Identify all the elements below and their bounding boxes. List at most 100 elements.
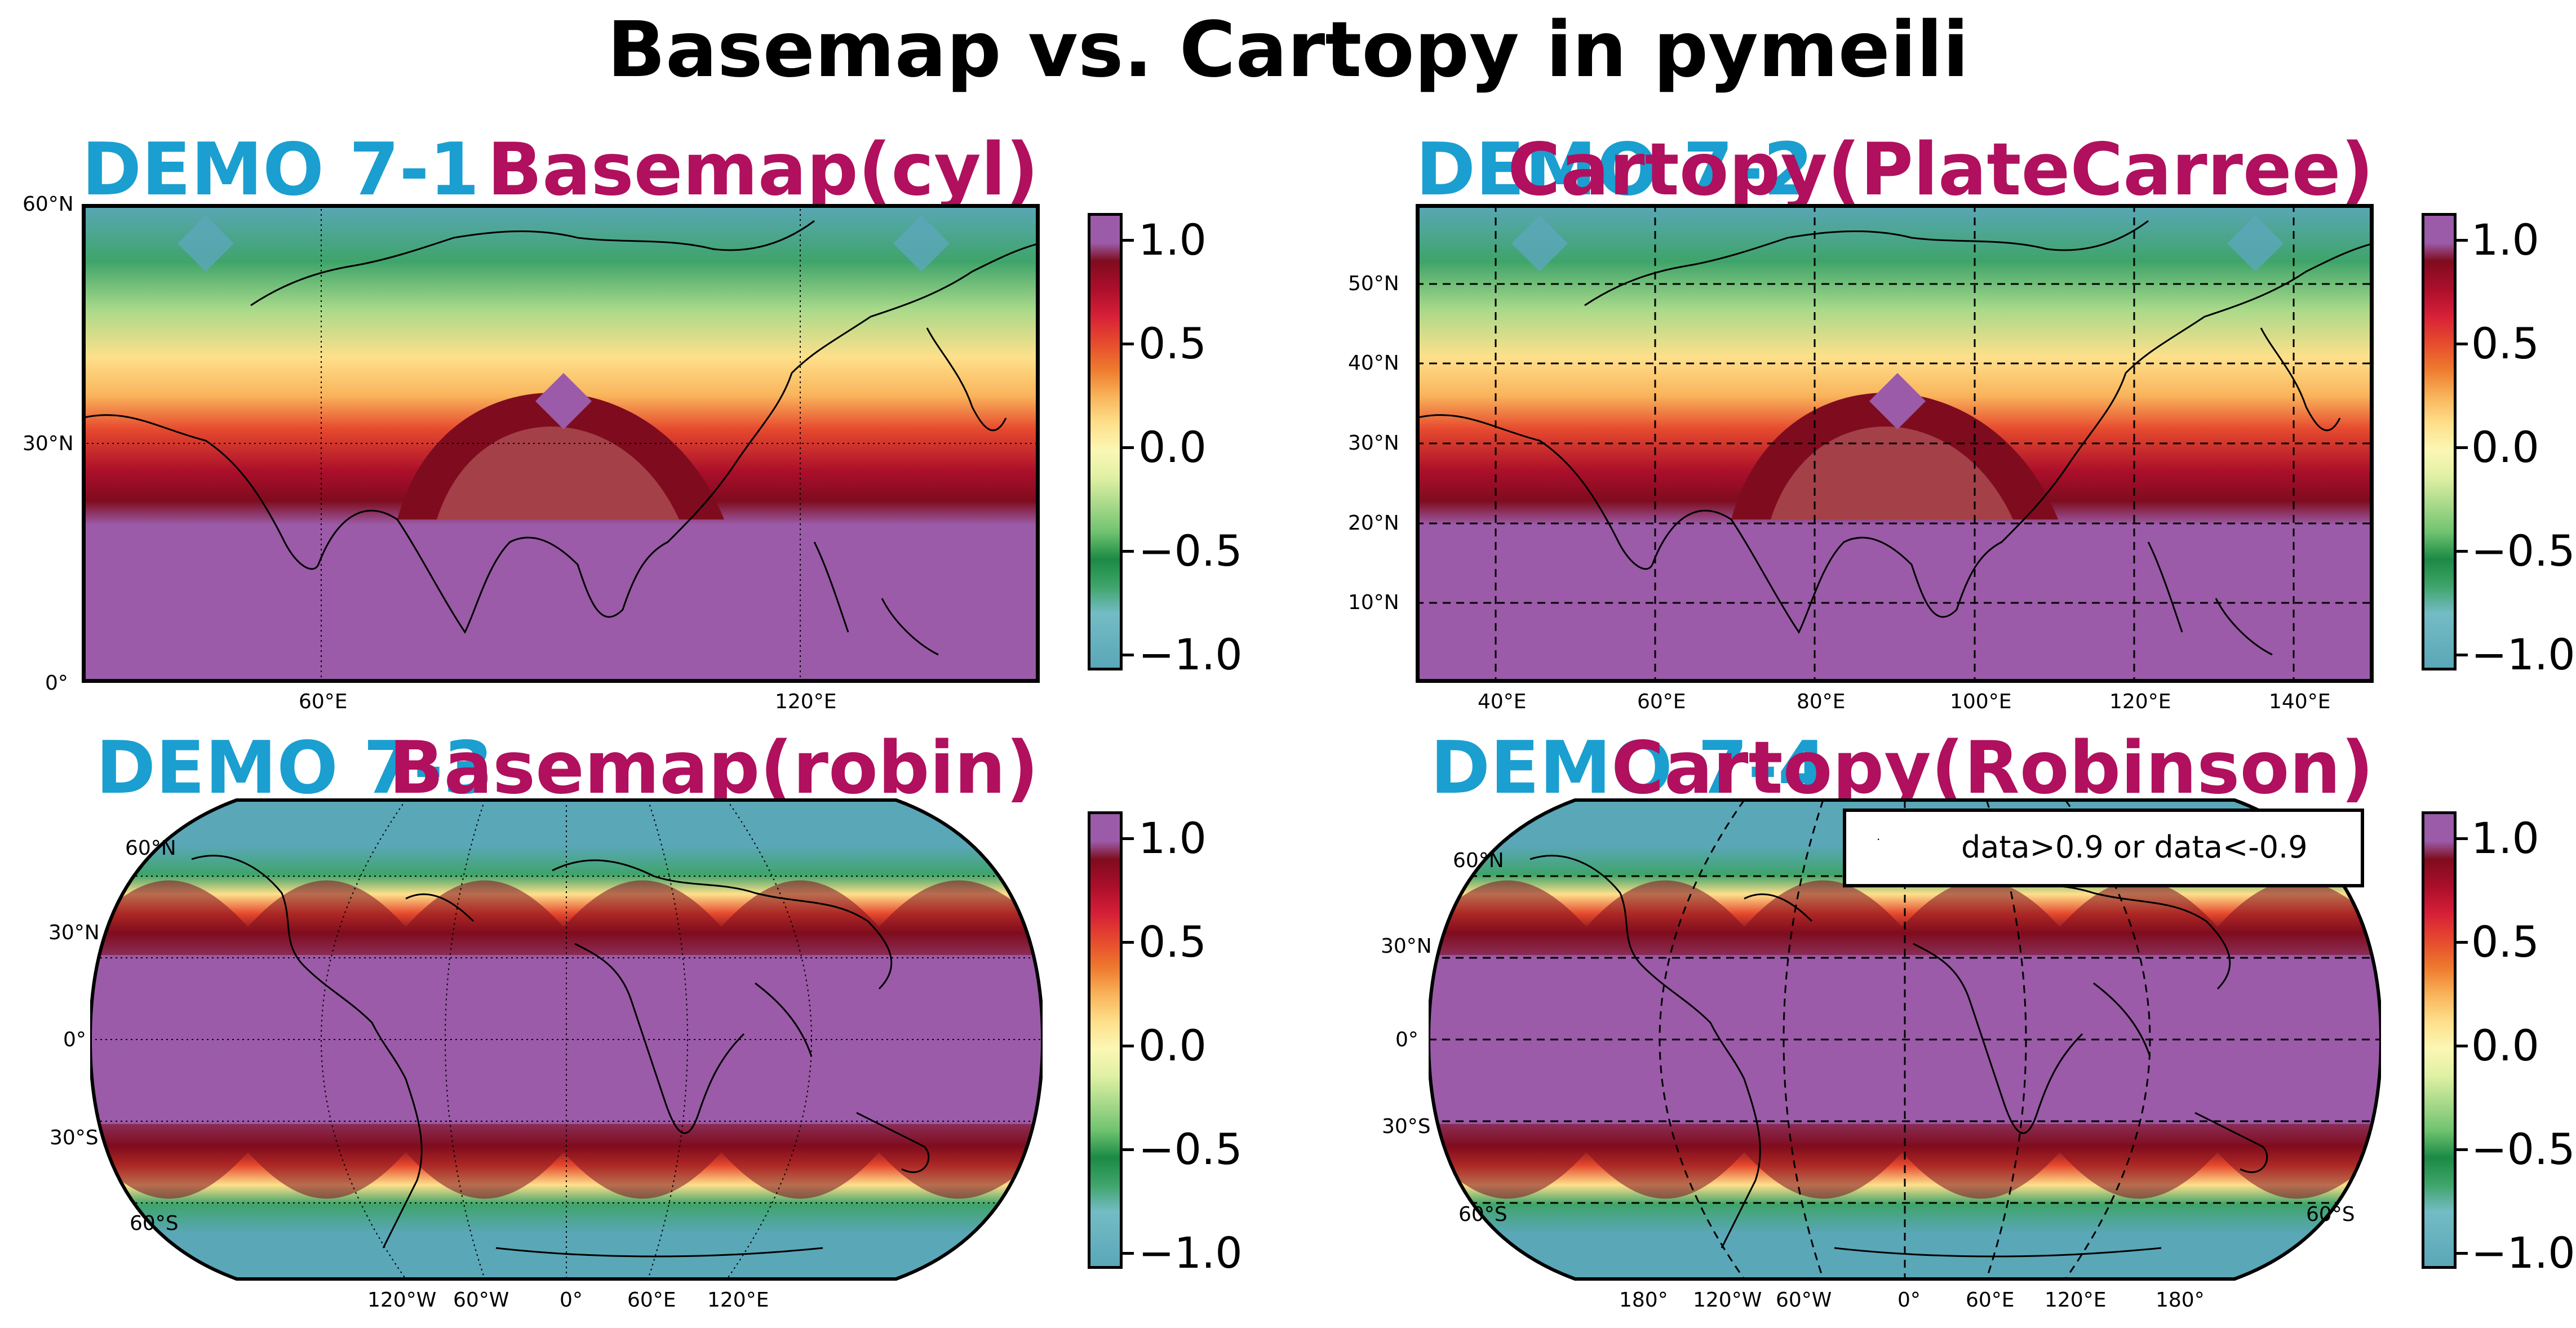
panel-3-grid-lon-60w	[445, 800, 485, 1279]
panel-2-colorbar-label: 0.5	[2471, 318, 2539, 368]
panel-2-lon-label: 80°E	[1797, 690, 1846, 713]
panel-2-colorbar-tick	[2457, 239, 2468, 242]
panel-3-colorbar-label: −0.5	[1138, 1124, 1243, 1174]
panel-4-lat-label: 60°N	[1453, 849, 1504, 872]
panel-2-lon-label: 120°E	[2109, 690, 2171, 713]
panel-4-map	[1429, 798, 2381, 1281]
panel-2-lon-label: 100°E	[1950, 690, 2012, 713]
panel-2-diamond-max	[1869, 373, 1926, 429]
panel-2-colorbar-tick	[2457, 343, 2468, 345]
panel-4-outline	[1429, 798, 2381, 1281]
panel-3-colorbar-label: −1.0	[1138, 1228, 1243, 1278]
panel-2-lat-label: 20°N	[1348, 512, 1399, 535]
panel-1-colorbar-tick	[1123, 654, 1134, 656]
panel-1-subtitle: Basemap(cyl)	[487, 128, 1039, 212]
panel-1-lat-label: 30°N	[23, 432, 74, 455]
panel-1-colorbar-label: 0.0	[1138, 422, 1207, 472]
panel-2-lat-label: 30°N	[1348, 432, 1399, 455]
panel-1-coastlines	[82, 220, 1040, 656]
panel-4-subtitle: Cartopy(Robinson)	[1611, 726, 2374, 810]
panel-1-lat-label: 0°	[45, 672, 68, 695]
panel-4-legend	[1843, 809, 2364, 887]
panel-3-subtitle: Basemap(robin)	[389, 726, 1039, 810]
panel-2-demo-label: DEMO 7-2	[1416, 128, 1814, 212]
panel-3-lat-label: 30°N	[48, 921, 100, 944]
panel-1-colorbar-label: −1.0	[1138, 629, 1243, 679]
panel-3-grid-lon-120e	[726, 800, 812, 1279]
panel-2-colorbar-label: 0.0	[2471, 422, 2539, 472]
panel-3-colorbar-label: 0.0	[1138, 1020, 1207, 1071]
panel-3-lon-label: 60°E	[627, 1289, 676, 1312]
panel-4-demo-label: DEMO 7-4	[1430, 726, 1828, 810]
panel-4-colorbar-tick	[2457, 1252, 2468, 1255]
panel-4-lon-label: 0°	[1897, 1289, 1921, 1312]
panel-3-demo-label: DEMO 7-3	[96, 726, 494, 810]
panel-4-grid-lon-120w	[1659, 800, 1745, 1279]
panel-4-south-wave	[1429, 1124, 2381, 1199]
panel-2-colorbar-tick	[2457, 446, 2468, 449]
panel-2-jet-core	[1771, 427, 2013, 519]
panel-3-graticule	[90, 800, 1043, 1279]
panel-3-colorbar-tick	[1123, 1148, 1134, 1151]
panel-4-colorbar-tick	[2457, 837, 2468, 840]
panel-3-lat-label: 60°N	[125, 837, 176, 860]
panel-2-frame	[1416, 204, 2374, 683]
panel-1-colorbar-tick	[1123, 343, 1134, 345]
panel-1-demo-label: DEMO 7-1	[82, 128, 480, 212]
panel-4-legend-label: data>0.9 or data<-0.9	[1961, 829, 2308, 865]
panel-1-frame	[82, 204, 1040, 683]
panel-4-lon-label: 60°E	[1966, 1289, 2015, 1312]
panel-3-colorbar-label: 0.5	[1138, 917, 1207, 967]
panel-4-colorbar-label: −1.0	[2471, 1228, 2575, 1278]
panel-4-lon-label: 120°E	[2045, 1289, 2107, 1312]
panel-1-lon-label: 120°E	[775, 690, 837, 713]
panel-3-map	[90, 798, 1043, 1281]
panel-2-gridlines	[1416, 204, 2374, 683]
panel-3-north-wave	[90, 880, 1043, 955]
panel-3-lon-label: 60°W	[453, 1289, 509, 1312]
panel-4-colorbar-tick	[2457, 941, 2468, 944]
panel-1-colorbar-tick	[1123, 446, 1134, 449]
panel-4-lat-label: 30°N	[1381, 935, 1432, 958]
panel-2-lat-label: 50°N	[1348, 272, 1399, 295]
panel-4-north-wave	[1429, 880, 2381, 955]
panel-3-lat-label: 0°	[63, 1028, 86, 1051]
panel-3-lat-label: 30°S	[50, 1126, 99, 1149]
panel-4-coastlines	[1529, 855, 2268, 1258]
panel-4-colorbar-tick	[2457, 1148, 2468, 1151]
panel-1-diamond-min-right	[893, 215, 950, 272]
panel-4-colorbar	[2422, 811, 2457, 1269]
panel-1-diamond-min-left	[178, 215, 234, 272]
panel-3-colorbar	[1088, 811, 1123, 1269]
panel-1-diamond-max	[535, 373, 592, 429]
panel-3-south-wave	[90, 1124, 1043, 1199]
panel-1-jet-core	[437, 427, 679, 519]
panel-1-lon-label: 60°E	[299, 690, 348, 713]
panel-3-colorbar-tick	[1123, 1252, 1134, 1255]
panel-4-lat-label: 0°	[1395, 1028, 1418, 1051]
panel-2-diamond-min-right	[2227, 215, 2284, 272]
panel-4-lat-label: 30°S	[1382, 1115, 1431, 1138]
panel-3-lon-label: 0°	[560, 1289, 583, 1312]
panel-2-lon-label: 60°E	[1637, 690, 1686, 713]
panel-2-lon-label: 140°E	[2269, 690, 2331, 713]
panel-2-map	[1416, 204, 2374, 683]
panel-2-lat-label: 40°N	[1348, 352, 1399, 375]
panel-4-colorbar-tick	[2457, 1045, 2468, 1047]
panel-2-colorbar-label: −0.5	[2471, 526, 2575, 576]
panel-3-grid-lon-120w	[321, 800, 406, 1279]
panel-1-colorbar-tick	[1123, 239, 1134, 242]
panel-4-colorbar-label: 1.0	[2471, 813, 2539, 863]
panel-3-colorbar-label: 1.0	[1138, 813, 1207, 863]
panel-2-colorbar-tick	[2457, 654, 2468, 656]
panel-4-lon-label: 180°	[1619, 1289, 1668, 1312]
panel-2-coastlines	[1416, 220, 2374, 656]
panel-4-colorbar-label: 0.5	[2471, 917, 2539, 967]
panel-1-colorbar-label: −0.5	[1138, 526, 1243, 576]
panel-2-lon-label: 40°E	[1478, 690, 1527, 713]
panel-1-colorbar-tick	[1123, 550, 1134, 553]
panel-1-lat-label: 60°N	[23, 193, 74, 216]
panel-4-lon-label: 120°W	[1693, 1289, 1762, 1312]
panel-2-colorbar-label: 1.0	[2471, 215, 2539, 265]
panel-2-diamond-min-left	[1511, 215, 1568, 272]
